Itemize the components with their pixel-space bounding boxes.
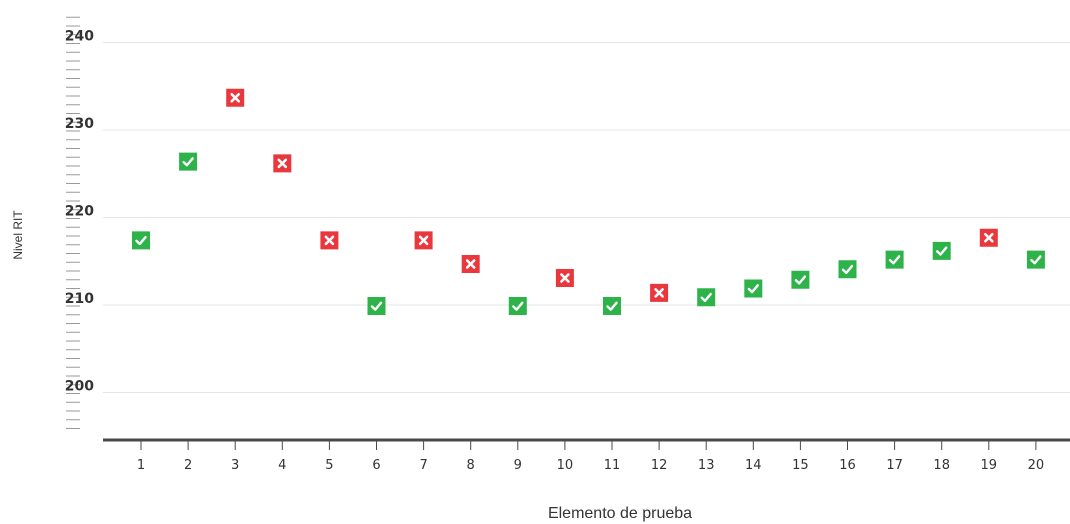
correct-point (744, 279, 763, 298)
correct-point (179, 152, 198, 171)
x-tick-label: 16 (839, 458, 856, 473)
incorrect-point (650, 283, 669, 302)
x-icon (418, 235, 429, 246)
x-tick-label: 19 (981, 458, 998, 473)
x-icon (324, 235, 335, 246)
y-axis-ruler (66, 16, 80, 429)
data-points (132, 88, 1045, 315)
correct-point (367, 297, 386, 315)
x-tick-label: 18 (933, 458, 950, 473)
point-marker (603, 297, 621, 315)
incorrect-point (273, 154, 292, 173)
point-marker (697, 288, 716, 307)
point-marker (744, 279, 763, 298)
x-tick-label: 1 (137, 458, 145, 473)
y-axis-title: Nivel RIT (11, 210, 25, 260)
y-tick-labels: 200 210 220 230 240 (65, 29, 94, 395)
check-icon (182, 157, 194, 167)
x-tick-label: 8 (467, 458, 475, 473)
correct-point (1026, 250, 1045, 269)
point-marker (367, 297, 386, 315)
x-icon (560, 273, 570, 283)
correct-point (132, 231, 150, 250)
incorrect-point (226, 88, 245, 107)
x-tick-label: 3 (231, 458, 239, 473)
incorrect-point (555, 269, 574, 287)
x-tick-label: 6 (372, 458, 380, 473)
x-icon (465, 259, 476, 269)
point-marker (885, 250, 904, 269)
x-icon (230, 92, 240, 103)
x-tick-label: 13 (698, 458, 715, 473)
x-tick-label: 4 (278, 458, 286, 473)
point-marker (179, 152, 198, 171)
x-tick-label: 9 (514, 458, 522, 473)
x-icon (983, 232, 994, 243)
check-icon (747, 284, 759, 294)
check-icon (1030, 255, 1042, 265)
correct-point (697, 288, 716, 307)
check-icon (841, 264, 854, 275)
check-icon (700, 292, 712, 303)
check-icon (936, 246, 948, 256)
x-tick-label: 14 (745, 458, 762, 473)
correct-point (508, 297, 527, 315)
x-tick-label: 20 (1028, 458, 1045, 473)
y-tick-label: 210 (65, 291, 94, 307)
check-icon (512, 301, 524, 311)
point-marker (132, 231, 150, 250)
y-tick-label: 230 (65, 116, 94, 132)
correct-point (838, 260, 857, 279)
check-icon (888, 255, 901, 265)
point-marker (838, 260, 857, 279)
incorrect-point (320, 231, 339, 250)
x-icon (654, 288, 664, 298)
x-tick-label: 15 (792, 458, 809, 473)
point-marker (508, 297, 527, 315)
x-tick-label: 5 (325, 458, 333, 473)
correct-point (885, 250, 904, 269)
x-icon (277, 158, 288, 169)
check-icon (794, 275, 807, 285)
y-tick-label: 200 (65, 379, 94, 395)
point-marker (932, 241, 951, 260)
x-tick-label: 7 (419, 458, 427, 473)
x-tick-label: 17 (886, 458, 903, 473)
correct-point (932, 241, 951, 260)
x-tick-label: 2 (184, 458, 192, 473)
incorrect-point (979, 228, 998, 247)
x-axis-title: Elemento de prueba (548, 505, 692, 522)
correct-point (603, 297, 621, 315)
y-tick-label: 220 (65, 204, 94, 220)
x-tick-label: 12 (651, 458, 668, 473)
check-icon (370, 301, 383, 311)
incorrect-point (414, 231, 433, 250)
x-tick-label: 11 (604, 458, 621, 473)
x-ticks: 1 2 3 4 5 6 7 8 9 10 11 12 13 14 15 16 17 18 19 20 (137, 440, 1044, 473)
check-icon (606, 301, 618, 311)
incorrect-point (461, 255, 480, 273)
point-marker (1026, 250, 1045, 269)
correct-point (791, 270, 810, 289)
x-tick-label: 10 (557, 458, 574, 473)
y-tick-label: 240 (65, 29, 94, 45)
check-icon (135, 235, 147, 246)
grid-lines (103, 42, 1070, 393)
point-marker (791, 270, 810, 289)
